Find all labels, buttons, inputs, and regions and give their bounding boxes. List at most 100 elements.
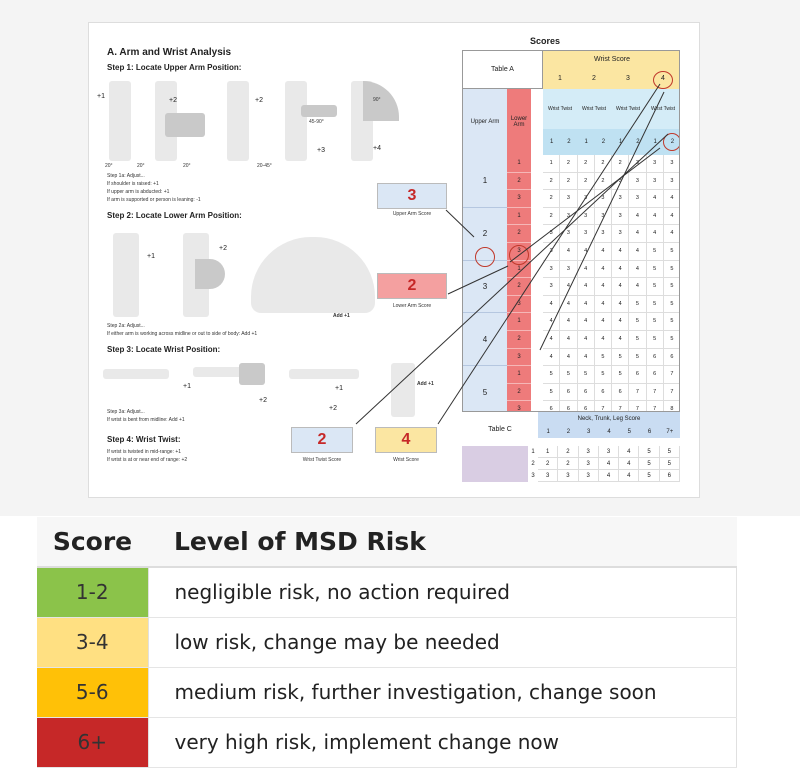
table-c-columns: 1 2 3 4 5 6 7+ — [538, 426, 680, 438]
lower-arm-value: 2 — [507, 331, 531, 349]
table-a-cell: 5 — [646, 242, 664, 261]
risk-level-cell: low risk, change may be needed — [147, 617, 737, 668]
connector-line — [447, 265, 509, 295]
table-c-cell: 5 — [639, 458, 660, 470]
step1-title: Step 1: Locate Upper Arm Position: — [107, 63, 242, 72]
upper-arm-score-label-2: +2 — [169, 97, 177, 104]
table-c-row-label: 3 — [531, 473, 535, 479]
step1-adjust-line: If upper arm is abducted: +1 — [107, 189, 170, 195]
table-a-cell: 5 — [646, 330, 664, 349]
highlight-circle — [663, 133, 679, 151]
table-c-cell: 6 — [659, 470, 680, 482]
table-a-cell: 4 — [543, 295, 561, 314]
wrist-twist-header: Wrist Twist — [543, 89, 577, 129]
table-a-cell: 7 — [646, 383, 664, 402]
step3-adjust: Step 3a: Adjust... — [107, 409, 145, 415]
table-a-cell: 4 — [594, 313, 612, 331]
risk-level-cell: very high risk, implement change now — [147, 717, 737, 768]
table-a-cell: 5 — [612, 366, 630, 384]
table-c-cell: 4 — [598, 470, 620, 482]
table-a-cell: 5 — [560, 366, 578, 384]
table-a-cell: 4 — [594, 260, 612, 279]
risk-level-cell: negligible risk, no action required — [147, 567, 737, 618]
lower-arm-value: 1 — [507, 207, 531, 226]
table-a-cell: 6 — [646, 348, 664, 367]
highlight-circle — [653, 71, 673, 89]
wrist-twist-value: 2 — [636, 139, 640, 145]
table-a-cell: 6 — [663, 349, 679, 367]
connector-lines — [355, 83, 669, 425]
upper-arm-wedge-4 — [301, 105, 337, 117]
lower-arm-value: 2 — [507, 383, 531, 402]
step3-add-label: Add +1 — [417, 381, 434, 387]
wrist-twist-header: Wrist Twist — [577, 89, 611, 129]
table-c-column: 6 — [647, 429, 652, 435]
table-a-cell: 2 — [543, 207, 561, 226]
connector-line — [437, 83, 661, 425]
wrist-score-box: 4 — [375, 427, 437, 453]
table-a-cell: 3 — [612, 207, 630, 226]
connector-line — [539, 91, 665, 351]
wrist-figure-4 — [391, 363, 415, 417]
risk-table-header: Score Level of MSD Risk — [37, 517, 737, 568]
table-c-cell: 5 — [639, 470, 660, 482]
table-a-cell: 4 — [594, 242, 612, 261]
lower-arm-value: 3 — [507, 190, 531, 208]
table-a-cell: 6 — [594, 383, 612, 402]
risk-score-cell: 5-6 — [37, 667, 148, 718]
table-a-cell: 4 — [612, 295, 630, 314]
upper-arm-score-label-5: +4 — [373, 145, 381, 152]
table-a-cell: 4 — [577, 278, 595, 296]
step3-adjust-line: If wrist is bent from midline: Add +1 — [107, 417, 185, 423]
table-a-cell: 4 — [612, 242, 630, 261]
table-a-cell: 5 — [646, 278, 664, 296]
lower-arm-value: 1 — [507, 313, 531, 331]
step2-add-label: Add +1 — [333, 313, 350, 319]
table-a-cell: 1 — [543, 155, 561, 173]
table-a-cell: 5 — [629, 313, 647, 331]
table-a-cell: 6 — [612, 383, 630, 402]
wrist-figure-1 — [103, 369, 169, 379]
lower-arm-header: Lower Arm — [507, 89, 531, 155]
table-a-cell: 5 — [663, 331, 679, 349]
table-a-cell: 5 — [629, 348, 647, 367]
table-a-cell: 4 — [646, 190, 664, 208]
table-a-cell: 4 — [577, 260, 595, 279]
table-c-label: Table C — [488, 425, 512, 433]
table-c: Table C Neck, Trunk, Leg Score 1 2 3 4 5 6 7+ … — [462, 411, 680, 482]
table-a-cell: 4 — [560, 295, 578, 314]
table-a-cell: 4 — [560, 313, 578, 331]
table-a-cell: 5 — [594, 366, 612, 384]
table-a-cell: 4 — [646, 207, 664, 226]
table-a-cell: 4 — [543, 313, 561, 331]
table-c-column: 3 — [587, 429, 591, 435]
risk-level-column-header: Level of MSD Risk — [148, 517, 737, 568]
table-a-cell: 7 — [629, 383, 647, 402]
table-a-cell: 5 — [612, 348, 630, 367]
wrist-twist-value: 1 — [549, 139, 554, 145]
highlight-circle — [509, 245, 529, 265]
table-a-cell: 2 — [594, 172, 612, 191]
wrist-score-col: 2 — [577, 67, 611, 89]
table-a-cell: 5 — [543, 383, 561, 402]
table-a-cell: 3 — [594, 190, 612, 208]
step4-title: Step 4: Wrist Twist: — [107, 435, 181, 444]
table-c-cell: 2 — [558, 458, 579, 470]
angle-label: 45-90° — [309, 119, 324, 125]
table-a-cell: 3 — [560, 225, 578, 243]
step3-title: Step 3: Locate Wrist Position: — [107, 345, 221, 354]
table-a-cell: 4 — [594, 278, 612, 296]
risk-score-cell: 6+ — [37, 717, 148, 768]
wrist-twist-value: 1 — [653, 139, 657, 145]
upper-arm-figure-3 — [227, 81, 249, 161]
table-a-cell: 4 — [594, 295, 612, 314]
table-c-cell: 3 — [578, 446, 599, 458]
table-c-cell: 4 — [619, 446, 640, 458]
table-c-cell: 4 — [598, 458, 620, 470]
table-a-cell: 3 — [612, 172, 630, 191]
table-a-cell: 4 — [543, 330, 561, 349]
